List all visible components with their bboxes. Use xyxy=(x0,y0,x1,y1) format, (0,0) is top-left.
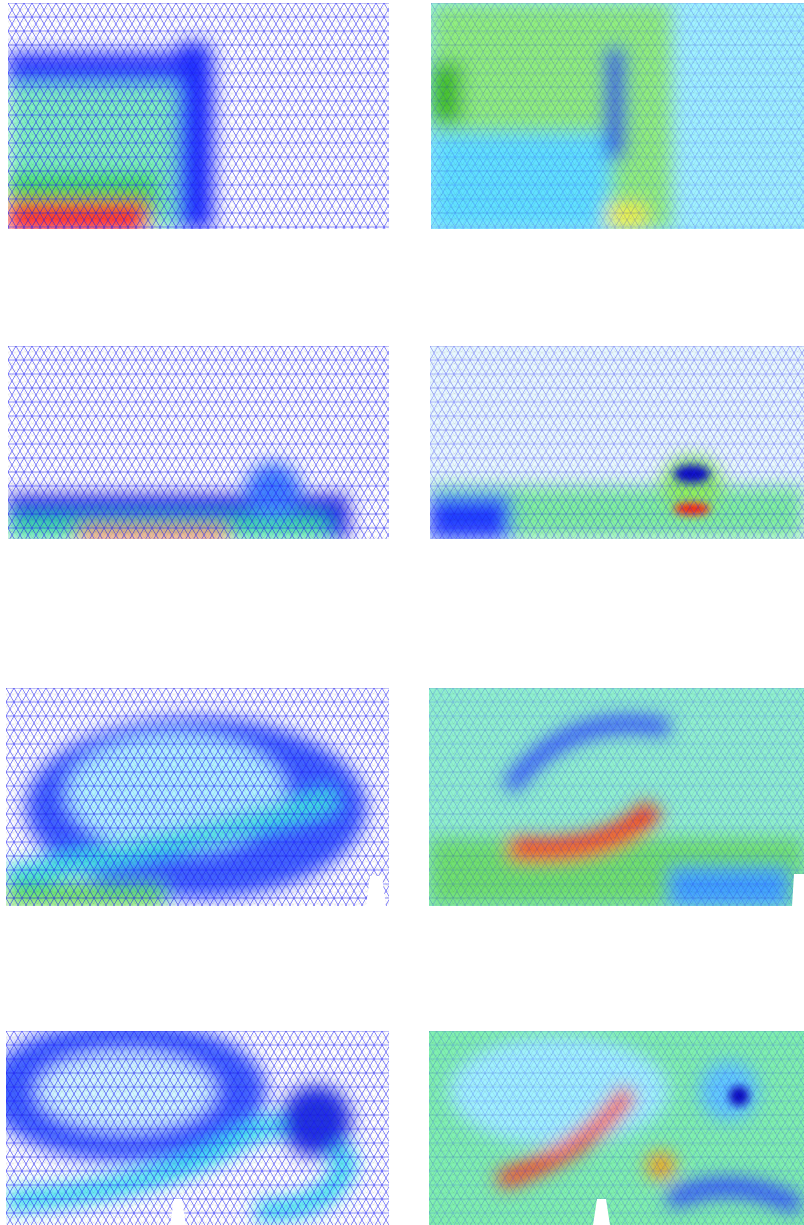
figure xyxy=(0,0,804,1225)
panel xyxy=(430,346,804,539)
panel xyxy=(429,688,804,906)
panel xyxy=(8,346,389,539)
panel xyxy=(429,1031,804,1225)
panel xyxy=(6,688,389,906)
page xyxy=(0,0,804,1225)
panel xyxy=(431,3,804,229)
panel xyxy=(0,1021,389,1225)
panel xyxy=(8,3,389,231)
